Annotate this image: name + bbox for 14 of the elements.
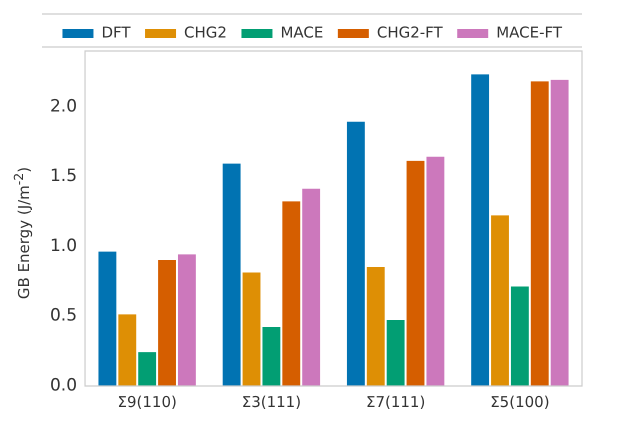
x-tick-label: Σ5(100) [490, 392, 550, 411]
legend-label: CHG2-FT [376, 23, 444, 42]
y-tick-label: 0.5 [50, 306, 78, 326]
y-tick-label: 0.0 [50, 375, 78, 396]
x-tick-label: Σ7(111) [366, 392, 426, 411]
legend-label: MACE [280, 23, 324, 42]
y-tick-label: 1.5 [50, 166, 78, 186]
legend-label: DFT [101, 23, 132, 42]
y-tick-label: 2.0 [50, 96, 78, 116]
legend-label: MACE-FT [496, 23, 563, 42]
x-tick-label: Σ9(110) [117, 392, 177, 411]
legend-label: CHG2 [184, 23, 227, 42]
y-tick-label: 1.0 [50, 236, 78, 256]
x-tick-label: Σ3(111) [242, 392, 302, 411]
